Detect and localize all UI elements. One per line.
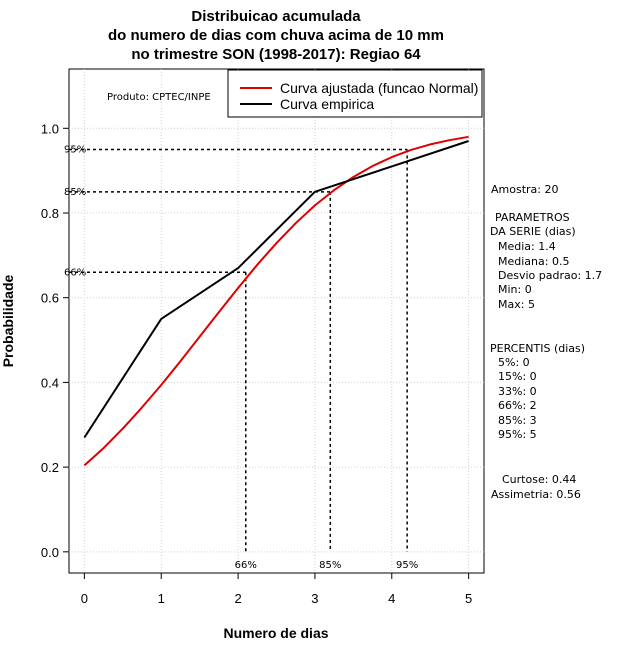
percentile-label-y: 66% (64, 267, 86, 278)
x-tick-label: 2 (234, 591, 241, 606)
percentil-5: 5%: 0 (498, 356, 530, 369)
params-title: PARAMETROS (495, 211, 570, 224)
statistics-panel: Amostra: 20 PARAMETROS DA SERIE (dias) M… (490, 183, 602, 501)
x-tick-label: 1 (158, 591, 165, 606)
percentile-label-x: 66% (235, 560, 257, 571)
y-tick-label: 0.4 (41, 375, 59, 390)
title-line-1: Distribuicao acumulada (191, 8, 361, 25)
percentil-66: 66%: 2 (498, 399, 537, 412)
param-std: Desvio padrao: 1.7 (498, 269, 602, 282)
percentile-label-y: 85% (64, 187, 86, 198)
percentile-guides: 95% 95% 85% 85% 66% 66% (64, 144, 418, 570)
title-line-2: do numero de dias com chuva acima de 10 … (108, 27, 444, 44)
y-tick-label: 1.0 (41, 121, 59, 136)
legend-box (227, 69, 483, 118)
plot-frame (68, 68, 485, 574)
y-axis-title: Probabilidade (0, 275, 16, 368)
percentile-label-x: 95% (396, 560, 418, 571)
x-tick-label: 3 (311, 591, 318, 606)
percentil-95: 95%: 5 (498, 428, 537, 441)
empirical-curve (83, 140, 469, 439)
fitted-normal-curve (83, 135, 469, 467)
x-tick-label: 4 (388, 591, 395, 606)
percentil-85: 85%: 3 (498, 414, 537, 427)
grid (69, 69, 484, 573)
x-axis-title: Numero de dias (223, 625, 328, 641)
params-subtitle: DA SERIE (dias) (490, 225, 576, 238)
percentil-15: 15%: 0 (498, 370, 537, 383)
percentile-label-y: 95% (64, 144, 86, 155)
kurtosis: Curtose: 0.44 (502, 473, 576, 486)
y-tick-label: 0.2 (41, 460, 59, 475)
param-min: Min: 0 (498, 283, 532, 296)
chart-title: Distribuicao acumulada do numero de dias… (108, 8, 444, 63)
param-max: Max: 5 (498, 298, 535, 311)
x-tick-label: 0 (81, 591, 88, 606)
param-median: Mediana: 0.5 (498, 255, 569, 268)
param-mean: Media: 1.4 (498, 240, 556, 253)
y-tick-label: 0.0 (41, 545, 59, 560)
y-tick-label: 0.8 (41, 206, 59, 221)
product-annotation: Produto: CPTEC/INPE (107, 92, 211, 103)
x-tick-label: 5 (465, 591, 472, 606)
percentil-33: 33%: 0 (498, 385, 537, 398)
legend: Curva ajustada (funcao Normal) Curva emp… (227, 69, 483, 118)
axes: 0 1 2 3 4 5 0.0 0.2 0.4 0.6 0.8 1.0 (41, 121, 472, 606)
series (83, 135, 469, 467)
legend-label-empirical: Curva empirica (280, 96, 374, 112)
percentis-title: PERCENTIS (dias) (490, 342, 585, 355)
sample-size: Amostra: 20 (491, 183, 558, 196)
title-line-3: no trimestre SON (1998-2017): Regiao 64 (131, 46, 421, 63)
percentile-label-x: 85% (319, 560, 341, 571)
legend-label-fitted: Curva ajustada (funcao Normal) (280, 80, 478, 96)
skewness: Assimetria: 0.56 (491, 488, 581, 501)
y-tick-label: 0.6 (41, 291, 59, 306)
